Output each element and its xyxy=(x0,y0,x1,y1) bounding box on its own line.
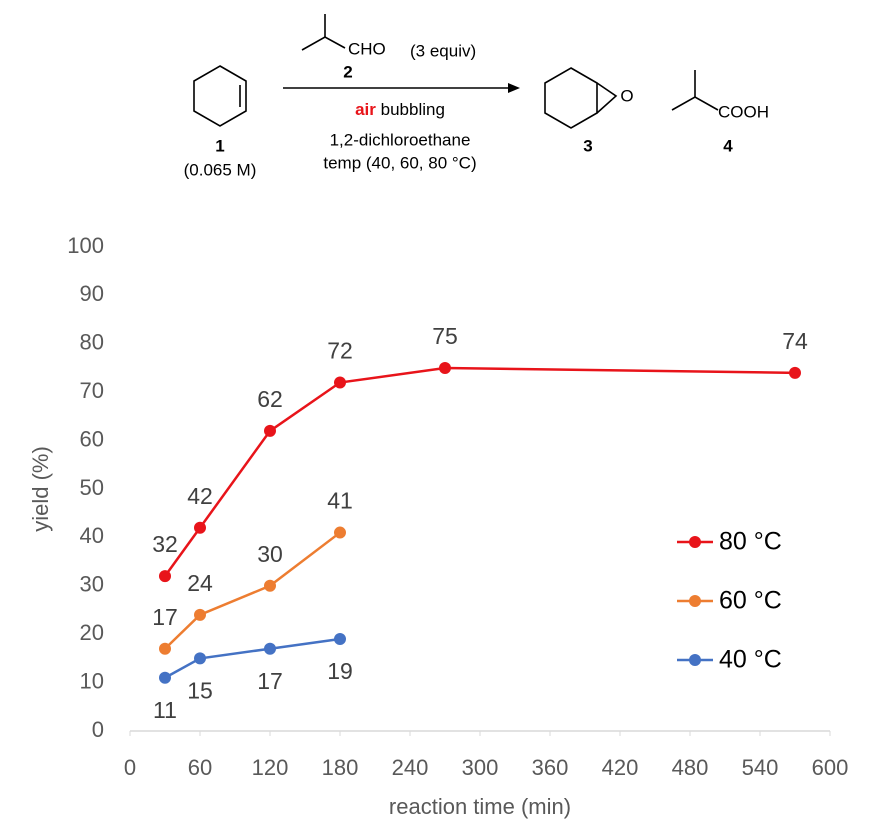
compound-label: 4 xyxy=(723,136,733,155)
data-label: 32 xyxy=(152,531,178,557)
y-tick-label: 60 xyxy=(80,426,104,451)
x-tick-label: 300 xyxy=(462,755,499,780)
data-point xyxy=(789,366,801,379)
equivalents: (3 equiv) xyxy=(410,41,476,60)
epoxide-bridge xyxy=(596,82,618,114)
data-point xyxy=(194,608,206,621)
data-point xyxy=(194,652,206,665)
y-tick-label: 20 xyxy=(80,620,104,645)
data-point xyxy=(334,633,346,646)
compound-label: 1 xyxy=(215,136,224,155)
isobutyl xyxy=(301,36,346,51)
y-tick-label: 40 xyxy=(80,523,104,548)
cyclohexene xyxy=(193,65,247,127)
y-tick-label: 50 xyxy=(80,475,104,500)
data-label: 17 xyxy=(257,668,283,694)
data-label: 42 xyxy=(187,483,213,509)
data-point xyxy=(334,526,346,539)
data-label: 15 xyxy=(187,677,213,703)
legend-label: 80 °C xyxy=(719,528,782,556)
oxygen: O xyxy=(620,86,633,105)
x-tick-label: 60 xyxy=(188,755,212,780)
data-point xyxy=(264,642,276,655)
x-tick-label: 180 xyxy=(322,755,359,780)
x-tick-label: 360 xyxy=(532,755,569,780)
data-label: 30 xyxy=(257,541,283,567)
data-point xyxy=(264,579,276,592)
y-tick-label: 70 xyxy=(80,378,104,403)
data-point xyxy=(439,362,451,374)
data-label: 41 xyxy=(327,488,353,514)
legend-marker xyxy=(689,536,701,548)
data-label: 75 xyxy=(432,323,458,349)
x-tick-label: 120 xyxy=(252,755,289,780)
y-tick-label: 10 xyxy=(80,668,104,693)
data-label: 74 xyxy=(782,328,808,354)
series-line xyxy=(164,531,341,650)
series-line xyxy=(164,637,341,679)
x-axis-title: reaction time (min) xyxy=(389,794,571,819)
air: air xyxy=(355,100,376,119)
data-point xyxy=(159,671,171,684)
x-tick-label: 420 xyxy=(602,755,639,780)
data-label: 72 xyxy=(327,338,353,364)
y-tick-label: 80 xyxy=(80,330,104,355)
concentration: (0.065 M) xyxy=(184,160,257,179)
bubbling: bubbling xyxy=(381,100,445,119)
reaction-scheme: 1 (0.065 M) CHO 2 (3 equiv) air bubbling… xyxy=(184,14,769,179)
x-tick-label: 240 xyxy=(392,755,429,780)
data-point xyxy=(334,376,346,389)
data-label: 24 xyxy=(187,570,213,596)
y-tick-label: 100 xyxy=(67,233,104,258)
x-tick-label: 540 xyxy=(742,755,779,780)
compound-label: 3 xyxy=(583,136,592,155)
solvent: 1,2-dichloroethane xyxy=(330,130,471,149)
data-point xyxy=(194,521,206,534)
legend-label: 60 °C xyxy=(719,587,782,615)
data-label: 17 xyxy=(152,604,178,630)
y-tick-label: 0 xyxy=(92,717,104,742)
legend-label: 40 °C xyxy=(719,646,782,674)
legend-marker xyxy=(689,595,701,607)
compound-label: 2 xyxy=(343,62,352,81)
legend-marker xyxy=(689,654,701,666)
y-tick-label: 30 xyxy=(80,572,104,597)
temperature: temp (40, 60, 80 °C) xyxy=(323,153,476,172)
series-line xyxy=(163,366,796,577)
arrow-head xyxy=(508,83,520,93)
reagent-group: CHO xyxy=(348,39,386,58)
x-tick-label: 600 xyxy=(812,755,849,780)
data-point xyxy=(159,642,171,655)
data-label: 19 xyxy=(327,658,353,684)
data-point xyxy=(159,570,171,583)
y-tick-label: 90 xyxy=(80,281,104,306)
data-point xyxy=(264,424,276,437)
condition: air bubbling xyxy=(355,100,445,119)
data-label: 11 xyxy=(153,697,177,723)
epoxide-ring xyxy=(544,67,598,129)
acid-group: COOH xyxy=(718,102,769,121)
y-axis-title: yield (%) xyxy=(28,446,53,532)
isobutyric-chain xyxy=(671,96,719,111)
x-tick-label: 480 xyxy=(672,755,709,780)
data-label: 62 xyxy=(257,386,283,412)
x-tick-label: 0 xyxy=(124,755,136,780)
